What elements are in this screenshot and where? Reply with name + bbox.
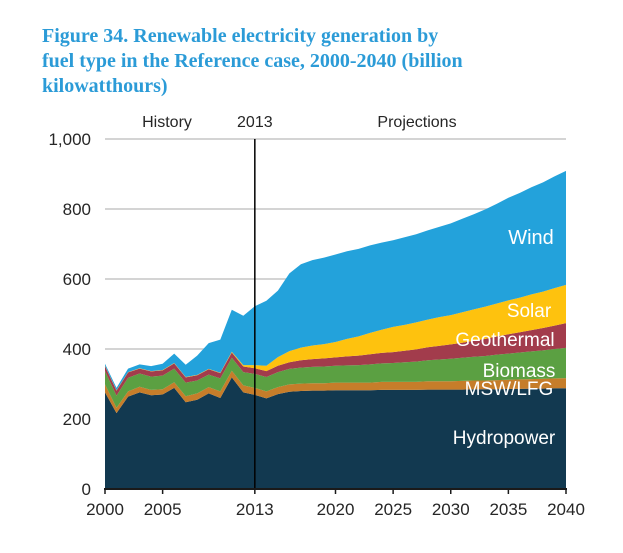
area-band-solar — [105, 284, 566, 391]
y-tick-label-1000: 1,000 — [48, 130, 91, 149]
series-label-wind: Wind — [508, 227, 554, 249]
divider-year-label: 2013 — [237, 114, 273, 131]
figure-title-line-1: Figure 34. Renewable electricity generat… — [42, 25, 439, 47]
x-tick-label-2035: 2035 — [489, 500, 527, 519]
area-band-biomass — [105, 347, 566, 408]
x-tick-label-2030: 2030 — [432, 500, 470, 519]
x-tick-label-2040: 2040 — [547, 500, 585, 519]
y-tick-label-200: 200 — [63, 410, 91, 429]
figure-title-line-3: kilowatthours) — [42, 75, 168, 97]
x-tick-label-2013: 2013 — [236, 500, 274, 519]
figure-title-line-2: fuel type in the Reference case, 2000-20… — [42, 50, 463, 72]
x-tick-label-2000: 2000 — [86, 500, 124, 519]
series-label-hydropower: Hydropower — [453, 428, 556, 449]
area-band-msw-lfg — [105, 370, 566, 414]
history-label: History — [142, 114, 192, 131]
area-band-hydropower — [105, 377, 566, 489]
y-tick-label-0: 0 — [82, 480, 91, 499]
x-tick-label-2025: 2025 — [374, 500, 412, 519]
projections-label: Projections — [377, 114, 456, 131]
series-label-msw-lfg: MSW/LFG — [465, 379, 554, 400]
area-band-geothermal — [105, 323, 566, 396]
y-tick-label-600: 600 — [63, 270, 91, 289]
series-label-biomass: Biomass — [483, 361, 556, 382]
figure-title: Figure 34. Renewable electricity generat… — [42, 24, 582, 99]
series-label-solar: Solar — [507, 301, 552, 322]
x-tick-label-2020: 2020 — [317, 500, 355, 519]
y-tick-label-400: 400 — [63, 340, 91, 359]
y-tick-label-800: 800 — [63, 200, 91, 219]
area-band-wind — [105, 170, 566, 391]
series-label-geothermal: Geothermal — [455, 330, 554, 351]
x-tick-label-2005: 2005 — [144, 500, 182, 519]
